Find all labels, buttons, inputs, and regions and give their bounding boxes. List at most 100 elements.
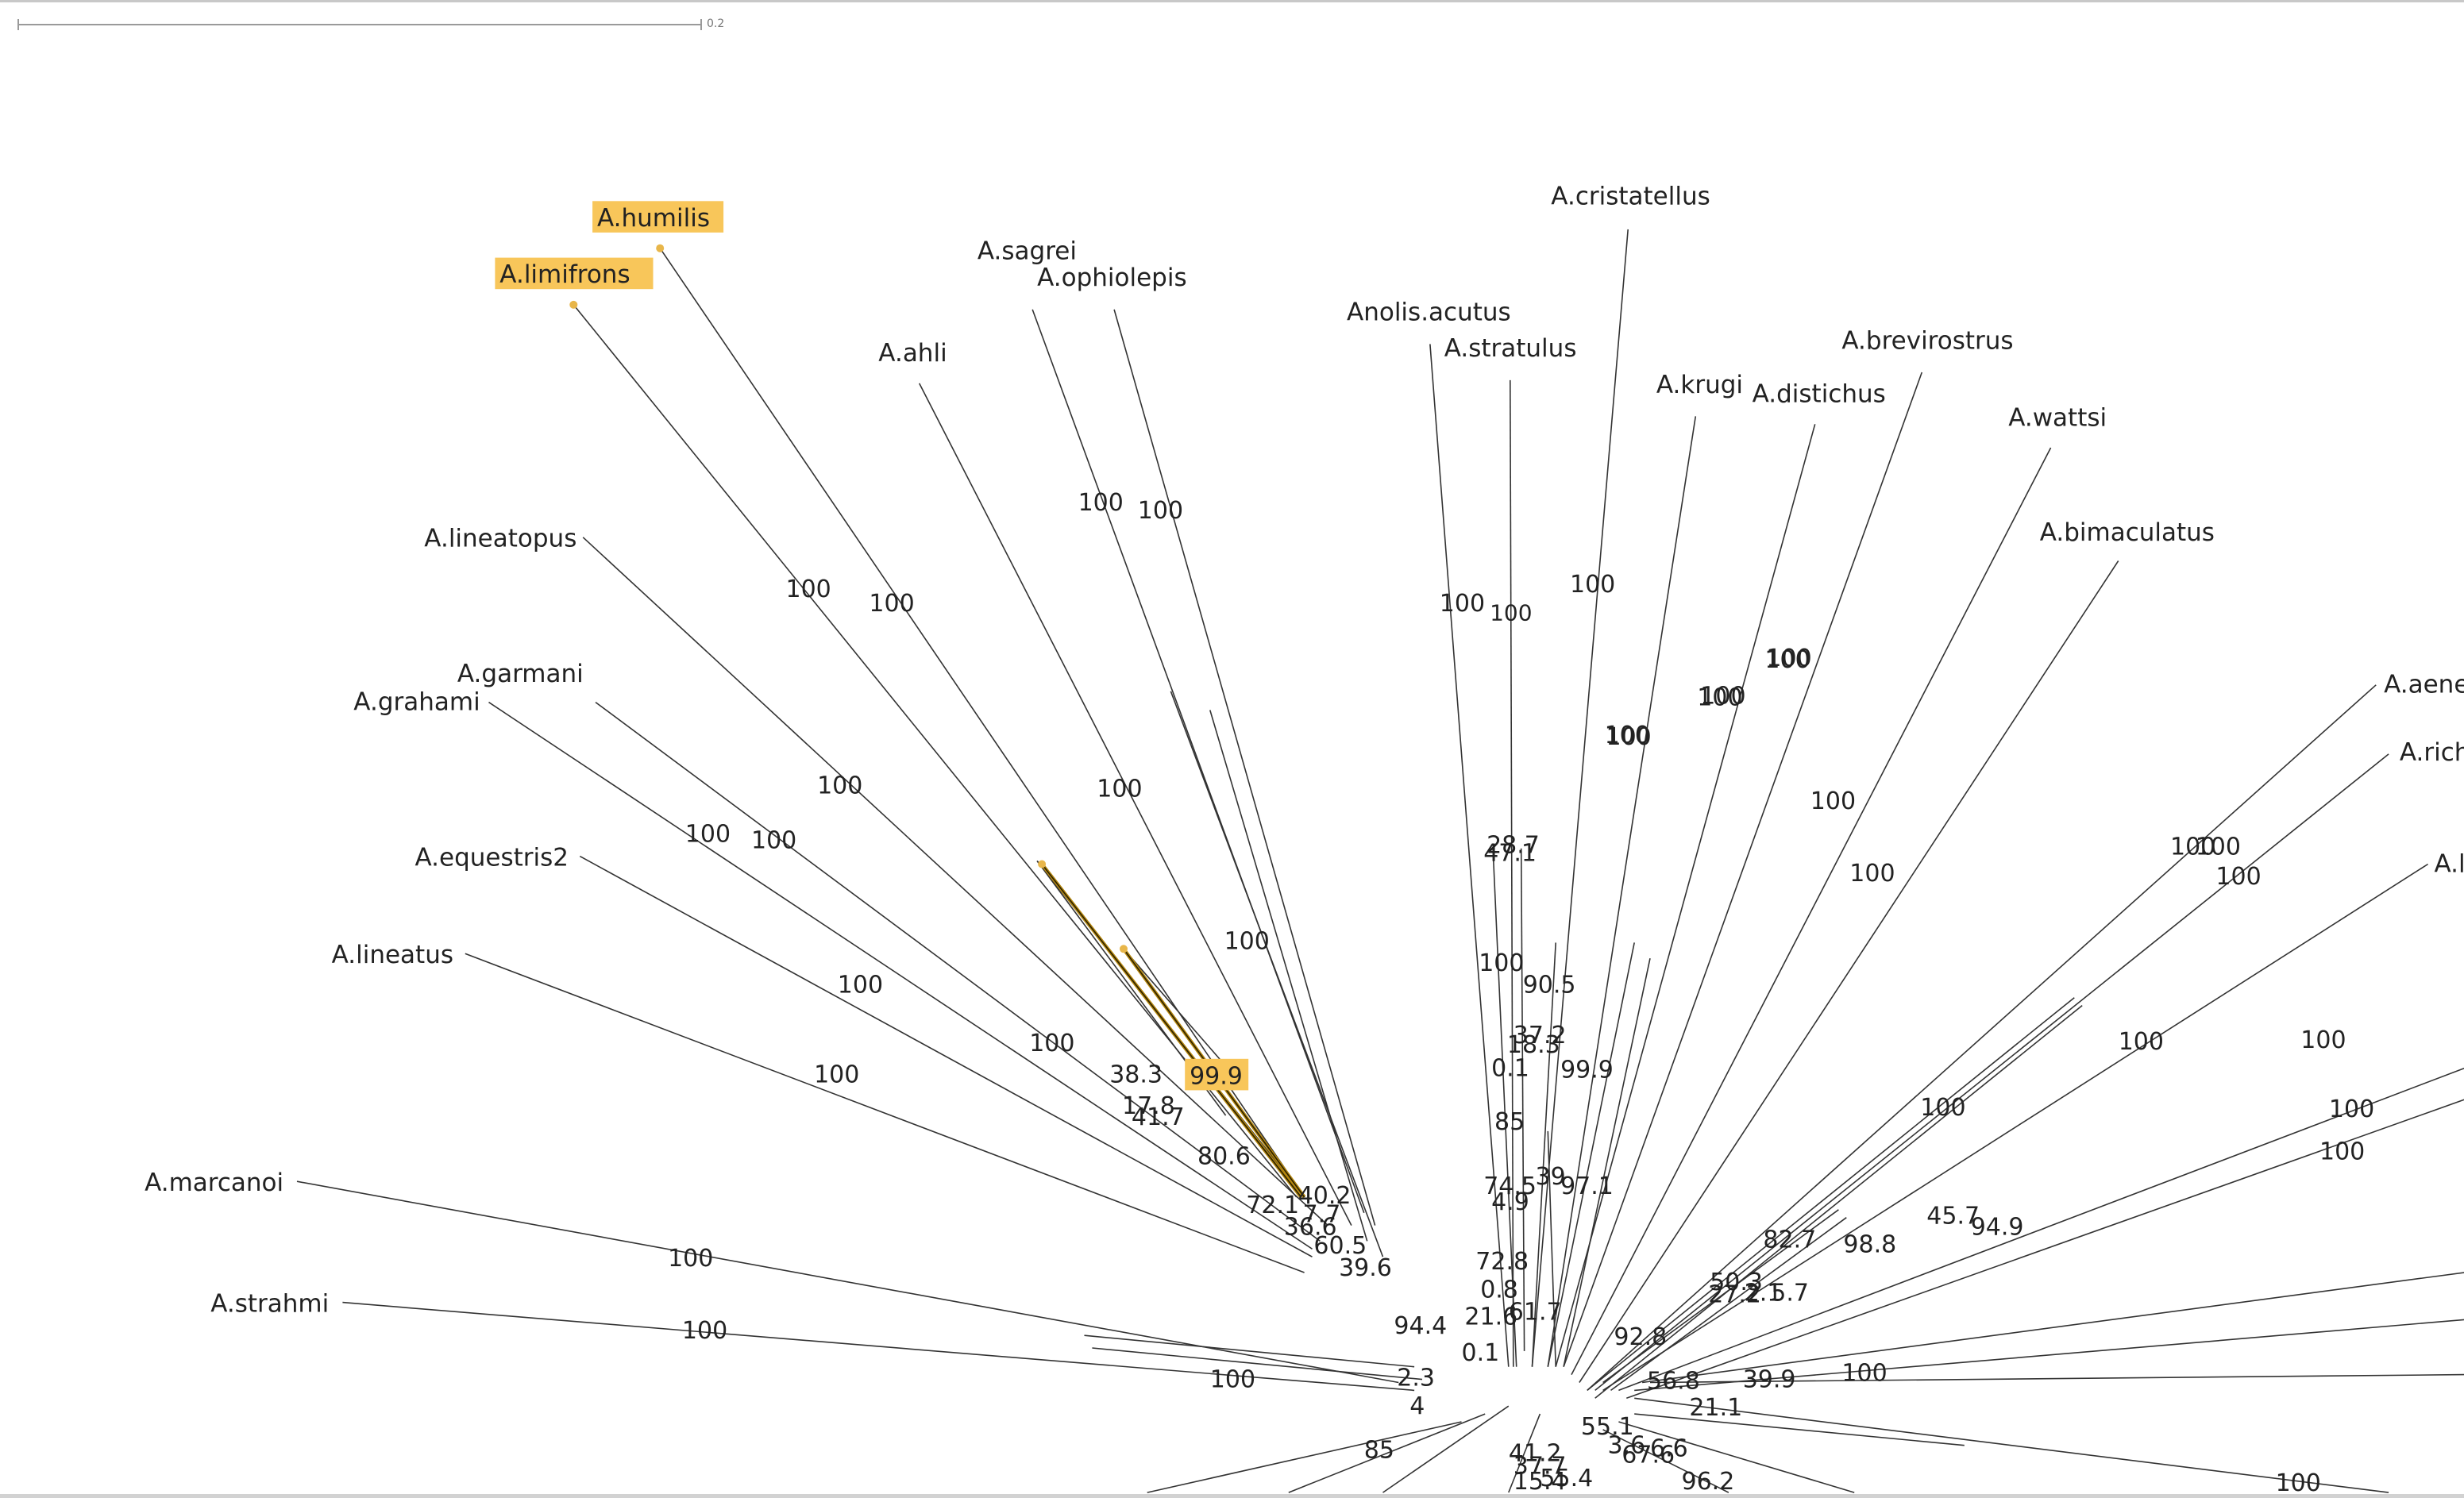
support-value[interactable]: 99.9 <box>1560 1057 1614 1084</box>
network-edge[interactable] <box>1618 1421 1855 1493</box>
support-value[interactable]: 72.1 <box>1246 1192 1299 1219</box>
support-value[interactable]: 67.6 <box>1621 1441 1675 1469</box>
taxon-label[interactable]: A.ophiolepis <box>1037 264 1187 292</box>
selected-node-marker[interactable] <box>569 300 578 309</box>
support-value[interactable]: 39.6 <box>1339 1254 1392 1282</box>
network-edge[interactable] <box>1626 1099 2464 1400</box>
taxon-edge[interactable] <box>579 855 1313 1257</box>
support-value[interactable]: 100 <box>1029 1030 1074 1057</box>
support-value[interactable]: 100 <box>2196 834 2241 861</box>
support-value[interactable]: 100 <box>1097 775 1142 803</box>
support-value[interactable]: 100 <box>1210 1366 1255 1394</box>
support-value[interactable]: 100 <box>1440 590 1485 618</box>
support-value[interactable]: 100 <box>682 1317 727 1345</box>
support-value[interactable]: 100 <box>817 772 862 799</box>
support-value[interactable]: 47.1 <box>1483 840 1537 868</box>
network-edge[interactable] <box>1547 942 1635 1367</box>
support-value[interactable]: 27.2 <box>1708 1281 1761 1309</box>
taxon-label[interactable]: A.marcanoi <box>145 1169 283 1197</box>
support-value[interactable]: 94.9 <box>1971 1214 2024 1242</box>
support-value[interactable]: 7.7 <box>1303 1201 1341 1229</box>
support-value[interactable]: 39 <box>1536 1163 1566 1191</box>
support-value[interactable]: 100 <box>2319 1138 2365 1166</box>
taxon-edge[interactable] <box>342 1301 1415 1392</box>
support-value[interactable]: 100 <box>2215 863 2261 891</box>
network-edge[interactable] <box>1634 1413 1965 1446</box>
support-value[interactable]: 100 <box>1224 927 1270 955</box>
support-value[interactable]: 55.1 <box>1581 1413 1634 1441</box>
taxon-edge[interactable] <box>1555 424 1816 1367</box>
network-edge[interactable] <box>1508 1413 1541 1493</box>
support-value[interactable]: 61.7 <box>1509 1298 1562 1326</box>
taxon-edge[interactable] <box>1531 229 1629 1367</box>
support-value[interactable]: 0.1 <box>1491 1055 1529 1083</box>
support-value[interactable]: 37.7 <box>1513 1452 1567 1480</box>
support-value[interactable]: 0.1 <box>1462 1339 1500 1367</box>
taxon-label[interactable]: A.sagrei <box>978 237 1077 266</box>
taxon-label[interactable]: A.rich <box>2400 738 2464 767</box>
taxon-edge[interactable] <box>1113 309 1376 1226</box>
support-value[interactable]: 28.7 <box>1486 832 1540 860</box>
support-value[interactable]: 17.8 <box>1122 1092 1175 1120</box>
taxon-label[interactable]: A.distichus <box>1753 380 1886 409</box>
taxon-label[interactable]: A.aene <box>2384 671 2464 699</box>
taxon-label[interactable]: A.stratulus <box>1444 334 1577 363</box>
support-value[interactable]: 97.1 <box>1560 1173 1614 1200</box>
taxon-label[interactable]: A.lineatus <box>332 941 453 969</box>
network-edge[interactable] <box>1649 1373 2464 1384</box>
support-value[interactable]: 72.8 <box>1475 1248 1529 1276</box>
taxon-edge[interactable] <box>296 1180 1399 1384</box>
taxon-edge[interactable] <box>1587 684 2377 1391</box>
taxon-edge[interactable] <box>918 383 1352 1226</box>
taxon-label[interactable]: A.humilis <box>597 204 710 233</box>
taxon-edge[interactable] <box>1571 447 2052 1375</box>
taxon-edge[interactable] <box>595 701 1321 1242</box>
taxon-edge[interactable] <box>1510 379 1514 1367</box>
support-value[interactable]: 2.3 <box>1397 1365 1435 1392</box>
taxon-edge[interactable] <box>465 953 1305 1273</box>
taxon-edge[interactable] <box>659 248 1305 1198</box>
network-edge[interactable] <box>1531 942 1556 1367</box>
network-edge[interactable] <box>1492 848 1517 1367</box>
network-edge[interactable] <box>1084 1334 1415 1368</box>
support-value[interactable]: 85 <box>1364 1437 1394 1465</box>
network-edge[interactable] <box>1610 1217 1847 1392</box>
support-value[interactable]: 5.7 <box>1771 1280 1809 1307</box>
taxon-label[interactable]: A.lineatopus <box>424 525 576 553</box>
support-value[interactable]: 45.7 <box>1926 1203 1980 1230</box>
taxon-label[interactable]: A.equestris2 <box>415 843 569 872</box>
support-value[interactable]: 82.7 <box>1763 1226 1816 1253</box>
support-value[interactable]: 21.6 <box>1464 1303 1517 1330</box>
taxon-edge[interactable] <box>1579 560 2119 1383</box>
taxon-label[interactable]: A.cristatellus <box>1551 182 1710 210</box>
network-edge[interactable] <box>1092 1347 1423 1381</box>
support-value[interactable]: 100 <box>1138 497 1183 525</box>
network-edge[interactable] <box>1547 1130 1556 1367</box>
taxon-label[interactable]: A.bimaculatus <box>2040 518 2215 547</box>
taxon-label[interactable]: A.wattsi <box>2008 403 2107 432</box>
network-edge[interactable] <box>1634 1319 2464 1392</box>
support-value[interactable]: 100 <box>2276 1469 2321 1497</box>
taxon-label[interactable]: A.strahmi <box>210 1290 329 1319</box>
taxon-edge[interactable] <box>1602 863 2429 1392</box>
taxon-edge[interactable] <box>488 701 1313 1250</box>
support-value[interactable]: 100 <box>869 590 914 618</box>
taxon-label[interactable]: A.brevirostrus <box>1841 326 2013 355</box>
support-value[interactable]: 100 <box>1606 723 1652 751</box>
network-edge[interactable] <box>1594 1004 2083 1399</box>
network-edge[interactable] <box>1563 958 1651 1367</box>
support-value[interactable]: 96.2 <box>1682 1468 1735 1496</box>
support-value[interactable]: 100 <box>2300 1026 2346 1054</box>
support-value[interactable]: 6.6 <box>1650 1435 1688 1463</box>
taxon-edge[interactable] <box>1031 309 1365 1214</box>
support-value[interactable]: 100 <box>1810 788 1856 815</box>
support-value[interactable]: 100 <box>1605 722 1650 749</box>
support-value[interactable]: 100 <box>814 1061 859 1089</box>
support-value[interactable]: 100 <box>2329 1096 2374 1123</box>
taxon-edge[interactable] <box>1547 416 1697 1367</box>
support-value[interactable]: 100 <box>685 821 731 849</box>
support-value[interactable]: 100 <box>1490 600 1532 626</box>
support-value[interactable]: 18.3 <box>1507 1031 1560 1059</box>
support-value[interactable]: 38.3 <box>1109 1061 1163 1089</box>
network-edge[interactable] <box>1170 691 1384 1257</box>
